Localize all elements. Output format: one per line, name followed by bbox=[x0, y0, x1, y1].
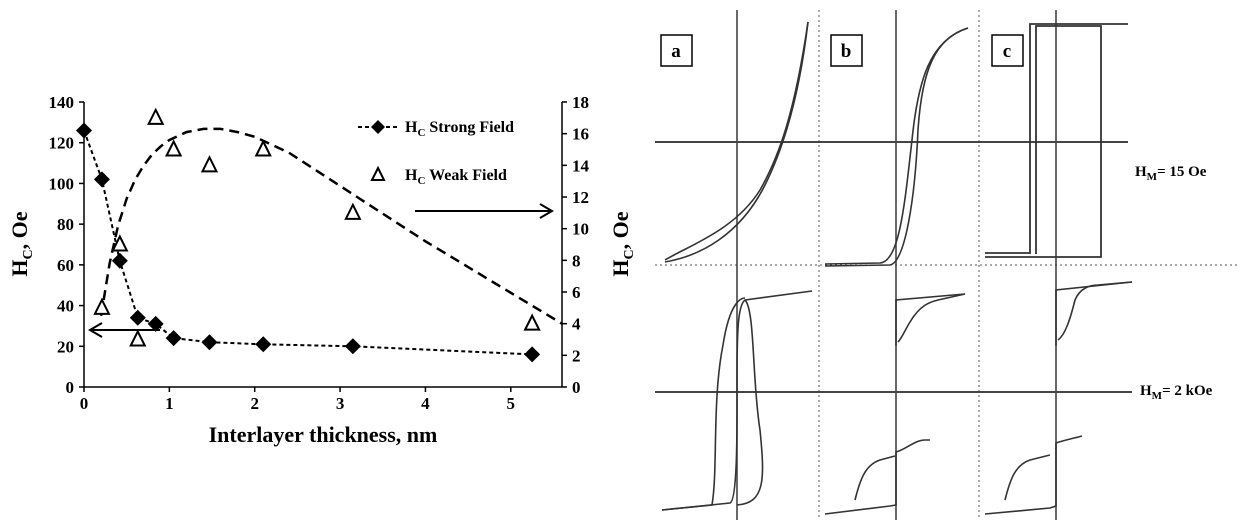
weak-field-point bbox=[111, 234, 129, 252]
panel-label-c: c bbox=[991, 34, 1024, 67]
x-tick-label: 4 bbox=[421, 394, 430, 413]
strong-field-point bbox=[344, 338, 361, 355]
strong-field-point bbox=[93, 171, 110, 188]
x-tick-label: 3 bbox=[336, 394, 345, 413]
legend-strong-label: HC Strong Field bbox=[405, 119, 514, 139]
svg-text:a: a bbox=[671, 41, 681, 62]
weak-field-trend-line bbox=[99, 127, 563, 325]
right-y-tick-label: 0 bbox=[572, 378, 581, 397]
right-y-tick-label: 6 bbox=[572, 283, 581, 302]
right-y-tick-label: 12 bbox=[572, 188, 589, 207]
loop-b-weak bbox=[824, 27, 969, 267]
left-y-tick-label: 40 bbox=[57, 297, 74, 316]
right-y-tick-label: 16 bbox=[572, 125, 589, 144]
left-y-tick-label: 80 bbox=[57, 215, 74, 234]
left-y-tick-label: 0 bbox=[66, 378, 75, 397]
left-y-axis-label: HC, Oe bbox=[7, 211, 36, 276]
strong-field-point bbox=[201, 334, 218, 351]
weak-field-point bbox=[165, 139, 183, 157]
right-y-tick-label: 4 bbox=[572, 315, 581, 334]
row-label-weak: HM= 15 Oe bbox=[1135, 164, 1207, 183]
panel-label-b: b bbox=[830, 34, 863, 67]
row-label-strong: HM= 2 kOe bbox=[1140, 383, 1213, 402]
loop-c-weak bbox=[985, 23, 1128, 258]
loop-a-weak bbox=[664, 21, 809, 263]
loop-a-strong bbox=[661, 290, 813, 511]
x-tick-label: 1 bbox=[165, 394, 174, 413]
right-y-axis-label: HC, Oe bbox=[608, 211, 637, 276]
legend: HC Strong Field HC Weak Field bbox=[358, 119, 514, 187]
weak-field-point bbox=[147, 107, 165, 125]
left-y-tick-label: 20 bbox=[57, 337, 74, 356]
x-tick-label: 2 bbox=[250, 394, 259, 413]
loop-b-strong bbox=[824, 293, 966, 515]
arrow-to-left-axis bbox=[88, 322, 160, 338]
legend-strong-marker bbox=[371, 120, 385, 134]
loop-c-strong bbox=[984, 281, 1133, 515]
svg-text:c: c bbox=[1003, 41, 1011, 62]
strong-field-point bbox=[524, 346, 541, 363]
strong-field-point bbox=[129, 309, 146, 326]
left-y-tick-label: 100 bbox=[49, 174, 75, 193]
right-y-tick-label: 14 bbox=[572, 156, 590, 175]
legend-weak-label: HC Weak Field bbox=[405, 167, 507, 187]
right-y-tick-label: 2 bbox=[572, 346, 581, 365]
weak-field-point bbox=[200, 155, 219, 173]
legend-weak-marker bbox=[370, 165, 386, 181]
left-y-tick-label: 140 bbox=[49, 93, 75, 112]
series-layer bbox=[76, 107, 563, 363]
svg-text:b: b bbox=[841, 41, 852, 62]
coercivity-chart: 0 1 2 3 4 5020406080100120140024681012141618 … bbox=[7, 93, 637, 447]
weak-field-point bbox=[93, 297, 111, 315]
strong-field-point bbox=[147, 315, 164, 332]
strong-field-point bbox=[255, 336, 272, 353]
right-y-tick-label: 18 bbox=[572, 93, 589, 112]
left-y-tick-label: 60 bbox=[57, 256, 74, 275]
weak-field-point bbox=[523, 313, 541, 331]
right-y-tick-label: 8 bbox=[572, 251, 581, 270]
x-tick-label: 0 bbox=[80, 394, 89, 413]
weak-field-point bbox=[254, 139, 272, 157]
strong-field-line bbox=[83, 130, 533, 356]
weak-field-point bbox=[129, 329, 147, 347]
x-tick-label: 5 bbox=[507, 394, 516, 413]
left-y-tick-label: 120 bbox=[49, 134, 75, 153]
arrow-to-right-axis bbox=[415, 203, 554, 219]
hysteresis-loops: a b c HM= 15 Oe HM= 2 kOe bbox=[655, 10, 1240, 520]
x-axis-label: Interlayer thickness, nm bbox=[209, 422, 438, 447]
weak-field-point bbox=[344, 202, 362, 220]
right-y-tick-label: 10 bbox=[572, 220, 589, 239]
panel-label-a: a bbox=[660, 34, 693, 67]
strong-field-point bbox=[165, 330, 182, 347]
strong-field-point bbox=[111, 252, 128, 269]
strong-field-point bbox=[76, 122, 92, 139]
